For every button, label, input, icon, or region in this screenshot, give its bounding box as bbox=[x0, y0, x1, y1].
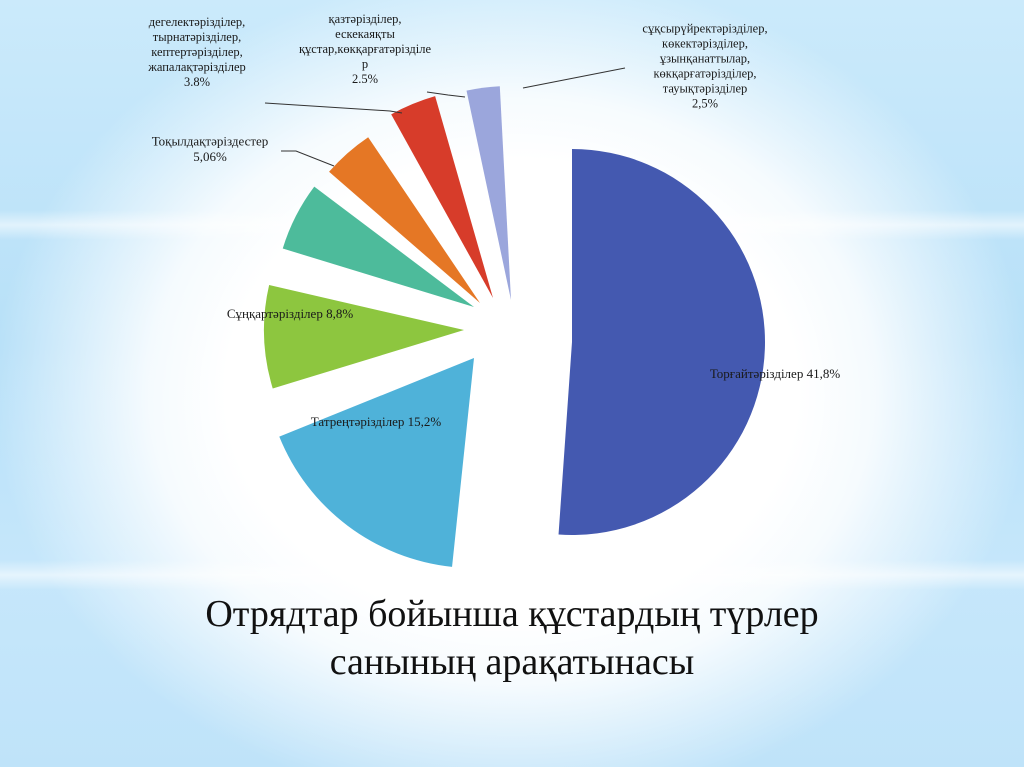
chart-title-line: санының арақатынасы bbox=[329, 641, 695, 683]
slice-label: Татреңтәрізділер 15,2% bbox=[311, 414, 442, 429]
slice-label-line: дегелектәрізділер, bbox=[149, 15, 246, 29]
background-band bbox=[0, 210, 1024, 240]
slice-label-line: сұқсырүйректәрізділер, bbox=[642, 22, 767, 36]
pie-slice bbox=[282, 186, 474, 307]
pie-slice bbox=[558, 148, 766, 535]
slice-label-line: көкектәрізділер, bbox=[662, 37, 748, 51]
slice-label-line: 2,5% bbox=[692, 97, 718, 111]
slice-label-line: құстар,көкқарғатәрізділе bbox=[299, 42, 432, 56]
slice-label: қазтәрізділер, ескекаяқты құстар,көкқарғат… bbox=[299, 12, 432, 86]
slice-label-line: кептертәрізділер, bbox=[151, 45, 243, 59]
slice-label-line: р bbox=[362, 57, 368, 71]
slice-label-line: жапалақтәрізділер bbox=[147, 60, 246, 74]
pie-chart: Торғайтәрізділер 41,8% Татреңтәрізділер 1… bbox=[147, 12, 840, 567]
slice-label-line: 5,06% bbox=[193, 149, 227, 164]
slice-label-line: 3.8% bbox=[184, 75, 210, 89]
slice-label-line: 2.5% bbox=[352, 72, 378, 86]
slice-label-line: Сұңқартәрізділер 8,8% bbox=[227, 306, 353, 321]
slice-label-line: қазтәрізділер, bbox=[329, 12, 402, 26]
leader-line bbox=[426, 91, 466, 98]
slice-label-line: көкқарғатәрізділер, bbox=[653, 67, 756, 81]
slice-label: Торғайтәрізділер 41,8% bbox=[710, 366, 840, 381]
slice-label-line: Торғайтәрізділер 41,8% bbox=[710, 366, 840, 381]
slice-label: Сұңқартәрізділер 8,8% bbox=[227, 306, 353, 321]
leader-line bbox=[281, 150, 335, 167]
slice-label-line: ескекаяқты bbox=[335, 27, 395, 41]
pie-slice bbox=[279, 358, 474, 567]
slice-label: Тоқылдақтәріздестер 5,06% bbox=[152, 133, 269, 164]
chart-title-line: Отрядтар бойынша құстардың түрлер bbox=[205, 593, 819, 635]
pie-slices bbox=[263, 86, 766, 567]
slice-label-line: Татреңтәрізділер 15,2% bbox=[311, 414, 442, 429]
pie-slice bbox=[329, 137, 480, 303]
leader-line bbox=[522, 67, 626, 89]
pie-slice bbox=[263, 285, 464, 389]
slice-label-line: ұзынқанаттылар, bbox=[660, 52, 750, 66]
slice-labels: Торғайтәрізділер 41,8% Татреңтәрізділер 1… bbox=[147, 12, 840, 429]
chart-title: Отрядтар бойынша құстардың түрлер саныны… bbox=[150, 590, 874, 686]
slice-label-line: Тоқылдақтәріздестер bbox=[152, 133, 269, 148]
leader-lines bbox=[264, 67, 626, 167]
pie-slice bbox=[466, 86, 511, 301]
slice-label: сұқсырүйректәрізділер, көкектәрізділер, ұз… bbox=[642, 22, 767, 111]
leader-line bbox=[264, 102, 403, 114]
slice-label: дегелектәрізділер, тырнатәрізділер, кептер… bbox=[147, 15, 246, 89]
background-band bbox=[0, 560, 1024, 590]
slice-label-line: тауықтәрізділер bbox=[663, 82, 748, 96]
pie-slice bbox=[391, 96, 493, 298]
slice-label-line: тырнатәрізділер, bbox=[153, 30, 241, 44]
